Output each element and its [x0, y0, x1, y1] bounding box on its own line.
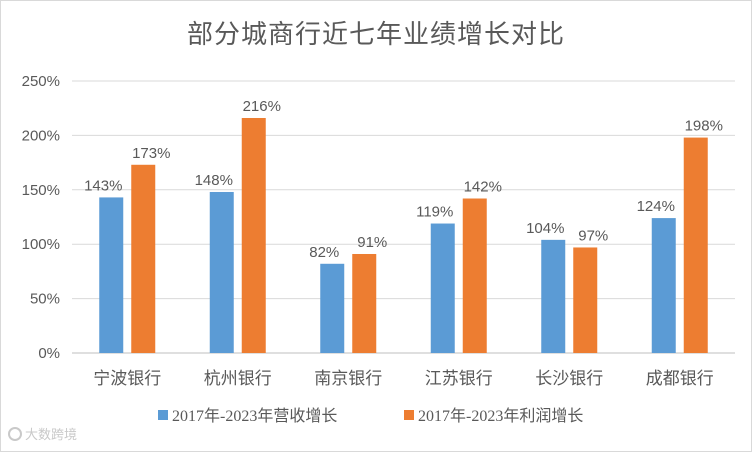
x-tick-label: 长沙银行	[535, 369, 603, 389]
legend: 2017年-2023年营收增长 2017年-2023年利润增长	[158, 407, 583, 425]
y-tick-label: 100%	[22, 236, 60, 253]
y-tick-label: 150%	[22, 182, 60, 199]
watermark-logo-icon	[8, 426, 22, 441]
legend-label-revenue: 2017年-2023年营收增长	[172, 407, 337, 425]
data-label: 198%	[685, 118, 723, 135]
bar-revenue	[541, 239, 566, 353]
x-tick-label: 宁波银行	[93, 369, 161, 389]
bar-profit	[683, 137, 708, 353]
bar-profit	[462, 198, 487, 353]
data-label: 91%	[357, 234, 387, 251]
bar-revenue	[651, 218, 676, 353]
bar-revenue	[430, 223, 455, 353]
bar-profit	[241, 117, 266, 353]
data-label: 119%	[416, 204, 453, 221]
bar-revenue	[99, 197, 124, 353]
x-axis: 宁波银行 杭州银行 南京银行 江苏银行 长沙银行 成都银行	[93, 369, 714, 389]
x-tick-label: 杭州银行	[204, 369, 272, 389]
legend-swatch-revenue	[158, 410, 168, 420]
bars	[99, 117, 708, 353]
y-tick-label: 50%	[30, 291, 60, 308]
data-label: 216%	[243, 98, 281, 115]
data-label: 97%	[578, 227, 608, 244]
bar-profit	[352, 253, 377, 353]
y-axis: 0% 50% 100% 150% 200% 250%	[22, 73, 60, 362]
legend-label-profit: 2017年-2023年利润增长	[418, 407, 583, 425]
data-label: 148%	[195, 172, 233, 189]
data-label: 124%	[637, 198, 675, 215]
data-label: 143%	[84, 177, 122, 194]
bar-profit	[573, 247, 598, 353]
gridlines	[72, 80, 735, 354]
data-label: 142%	[464, 179, 502, 196]
legend-swatch-profit	[404, 410, 414, 420]
data-label: 173%	[132, 145, 170, 162]
watermark: 大数跨境	[8, 424, 77, 443]
data-label: 104%	[526, 220, 564, 237]
data-label: 82%	[309, 244, 339, 261]
bar-profit	[131, 164, 156, 353]
y-tick-label: 250%	[22, 73, 60, 90]
bar-revenue	[320, 263, 345, 353]
x-tick-label: 南京银行	[314, 369, 382, 389]
bar-revenue	[209, 191, 234, 353]
data-labels: 143% 173% 148% 216% 82% 91% 119% 142% 104% 97% 124…	[84, 98, 723, 261]
y-tick-label: 200%	[22, 127, 60, 144]
x-tick-label: 江苏银行	[425, 369, 493, 389]
watermark-text: 大数跨境	[25, 428, 78, 443]
x-tick-label: 成都银行	[646, 369, 714, 389]
chart-title: 部分城商行近七年业绩增长对比	[186, 20, 565, 50]
y-tick-label: 0%	[38, 345, 60, 362]
